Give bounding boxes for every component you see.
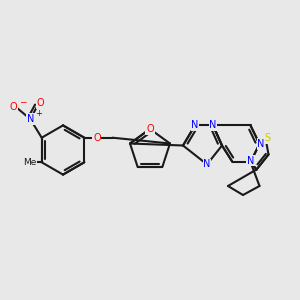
Text: Me: Me (23, 158, 36, 167)
Text: +: + (35, 109, 42, 118)
Text: N: N (191, 120, 199, 130)
Text: −: − (19, 98, 27, 106)
Text: O: O (93, 133, 101, 143)
Text: O: O (37, 98, 44, 109)
Text: N: N (209, 120, 217, 130)
Text: N: N (27, 114, 34, 124)
Text: N: N (247, 155, 254, 166)
Text: O: O (146, 124, 154, 134)
Text: N: N (203, 159, 211, 170)
Text: N: N (257, 139, 265, 149)
Text: S: S (265, 133, 271, 143)
Text: O: O (10, 101, 17, 112)
